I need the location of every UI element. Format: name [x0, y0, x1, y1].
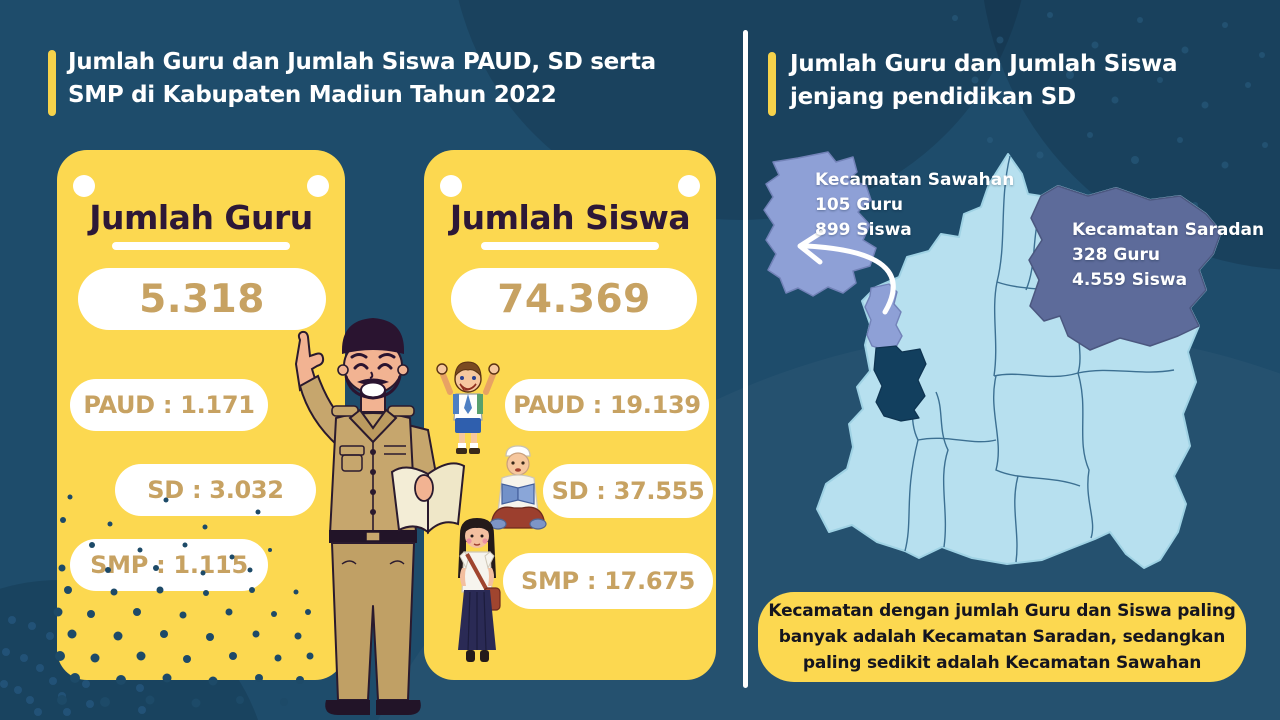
left-title-accent-bar	[48, 50, 56, 116]
sawahan-callout-label: Kecamatan Sawahan 105 Guru 899 Siswa	[815, 168, 1014, 243]
siswa-sd-pill: SD : 37.555	[543, 464, 713, 518]
note-line2: banyak adalah Kecamatan Saradan, sedangk…	[778, 627, 1226, 647]
saradan-name: Kecamatan Saradan	[1072, 220, 1265, 240]
sawahan-siswa: 899 Siswa	[815, 220, 912, 240]
right-title-accent-bar	[768, 52, 776, 116]
left-title-line1: Jumlah Guru dan Jumlah Siswa PAUD, SD se…	[68, 49, 656, 75]
left-title-line2: SMP di Kabupaten Madiun Tahun 2022	[68, 82, 557, 108]
boy-reading-book-icon	[489, 445, 547, 530]
guru-card: Jumlah Guru 5.318 PAUD : 1.171 SD : 3.03…	[57, 150, 345, 680]
dot-pattern-card	[53, 494, 314, 708]
dot-pattern-top-right	[952, 12, 1268, 265]
guru-smp-pill: SMP : 1.115	[70, 539, 268, 591]
right-panel-title: Jumlah Guru dan Jumlah Siswa jenjang pen…	[790, 48, 1178, 114]
callout-arrow-icon	[797, 229, 896, 315]
sawahan-name: Kecamatan Sawahan	[815, 170, 1015, 190]
panel-divider	[743, 30, 748, 688]
siswa-card-underline	[481, 242, 659, 250]
sawahan-guru: 105 Guru	[815, 195, 903, 215]
cheering-schoolboy-icon	[436, 361, 500, 454]
right-title-line1: Jumlah Guru dan Jumlah Siswa	[790, 51, 1178, 77]
guru-sd-pill: SD : 3.032	[115, 464, 316, 516]
saradan-callout-label: Kecamatan Saradan 328 Guru 4.559 Siswa	[1072, 218, 1264, 293]
siswa-total-pill: 74.369	[451, 268, 697, 330]
pinhole-icon	[73, 175, 95, 197]
sawahan-enlarged-shape	[763, 151, 877, 297]
schoolgirl-icon	[458, 518, 501, 662]
note-line3: paling sedikit adalah Kecamatan Sawahan	[802, 653, 1202, 673]
pinhole-icon	[307, 175, 329, 197]
right-title-line2: jenjang pendidikan SD	[790, 84, 1076, 110]
pinhole-icon	[678, 175, 700, 197]
teacher-illustration	[294, 318, 466, 715]
siswa-card-title: Jumlah Siswa	[449, 198, 691, 237]
guru-card-title: Jumlah Guru	[89, 198, 313, 237]
left-panel-title: Jumlah Guru dan Jumlah Siswa PAUD, SD se…	[68, 46, 656, 112]
siswa-smp-pill: SMP : 17.675	[503, 553, 713, 609]
guru-paud-pill: PAUD : 1.171	[70, 379, 268, 431]
conclusion-note: Kecamatan dengan jumlah Guru dan Siswa p…	[758, 592, 1246, 682]
note-line1: Kecamatan dengan jumlah Guru dan Siswa p…	[768, 601, 1236, 621]
guru-card-underline	[112, 242, 290, 250]
pinhole-icon	[440, 175, 462, 197]
kabupaten-madiun-map	[763, 151, 1222, 569]
saradan-siswa: 4.559 Siswa	[1072, 270, 1188, 290]
siswa-paud-pill: PAUD : 19.139	[505, 379, 709, 431]
guru-total-pill: 5.318	[78, 268, 326, 330]
saradan-guru: 328 Guru	[1072, 245, 1160, 265]
